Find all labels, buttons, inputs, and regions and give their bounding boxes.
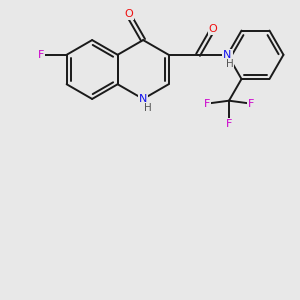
Text: F: F: [226, 119, 232, 129]
Text: F: F: [248, 99, 254, 109]
Text: F: F: [38, 50, 44, 60]
Text: H: H: [226, 58, 233, 69]
Text: F: F: [204, 99, 210, 109]
Text: H: H: [144, 103, 152, 113]
Text: O: O: [124, 10, 133, 20]
Text: N: N: [223, 50, 232, 60]
Text: O: O: [208, 24, 217, 34]
Text: N: N: [139, 94, 147, 104]
